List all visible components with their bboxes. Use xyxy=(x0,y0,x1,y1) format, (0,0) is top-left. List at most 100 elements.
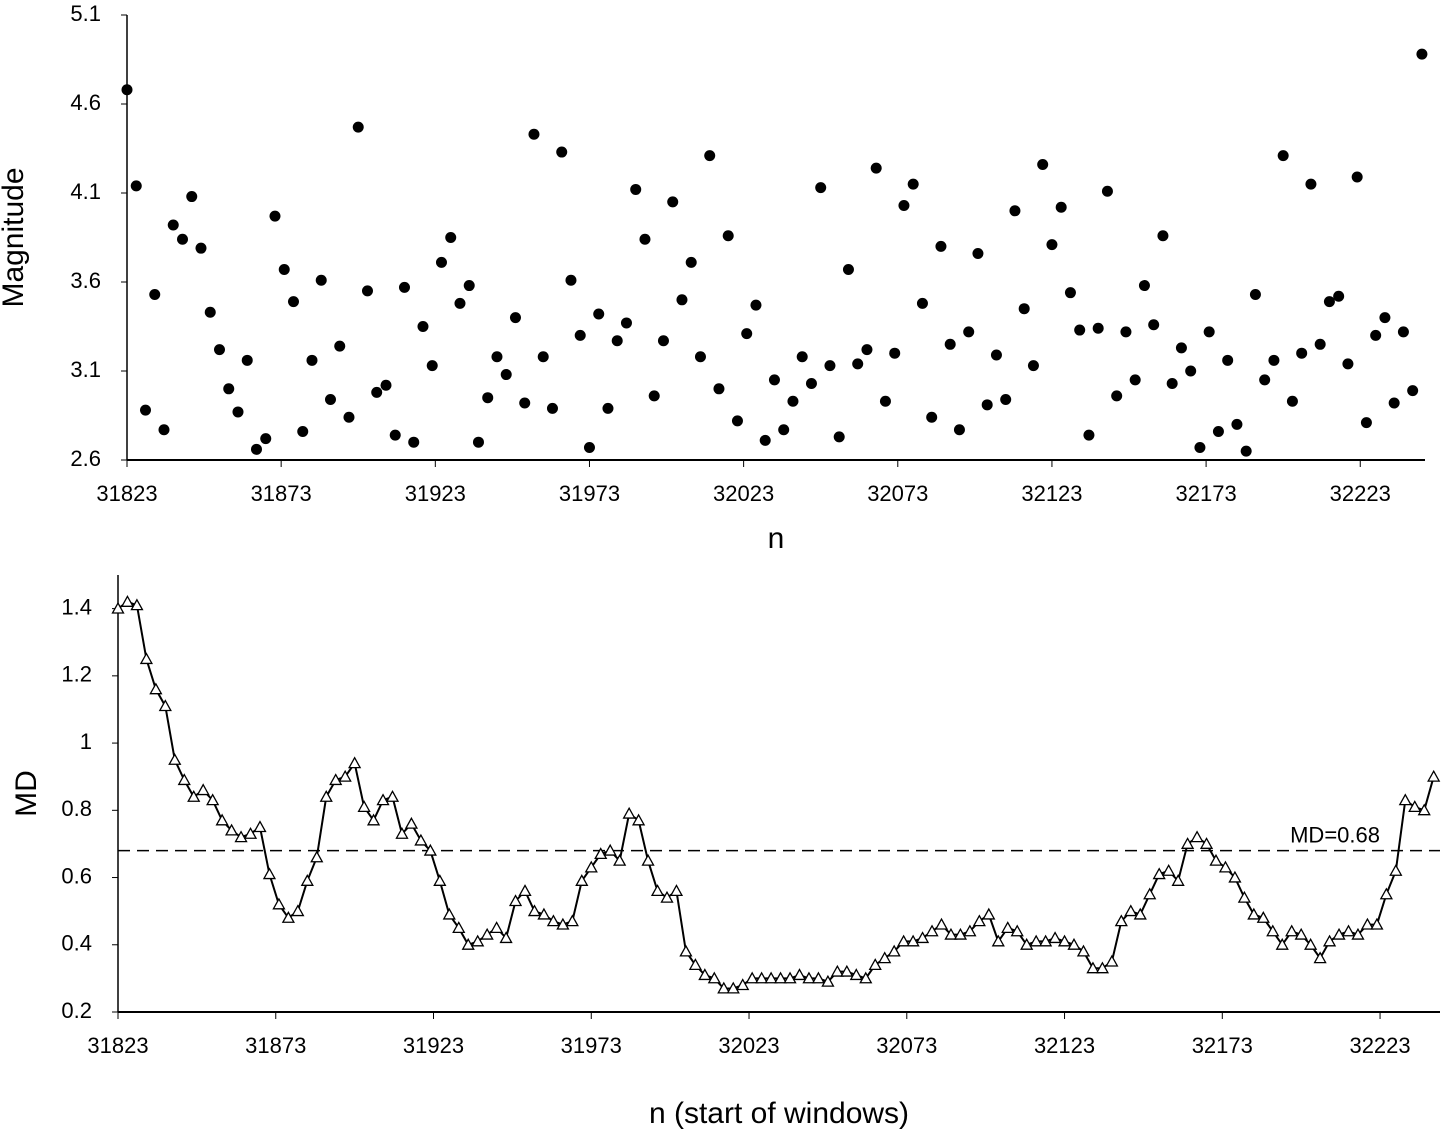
marker xyxy=(1001,921,1015,934)
marker xyxy=(698,968,712,981)
point xyxy=(149,288,161,300)
marker xyxy=(338,769,352,782)
point xyxy=(1397,326,1409,338)
point xyxy=(1111,390,1123,402)
marker xyxy=(1067,937,1081,950)
point xyxy=(583,442,595,454)
marker xyxy=(423,843,437,856)
x-tick-label: 31823 xyxy=(96,481,157,506)
marker xyxy=(272,897,286,910)
marker xyxy=(1133,907,1147,920)
point xyxy=(1055,201,1067,213)
y-axis-title: Magnitude xyxy=(0,167,30,307)
y-tick-label: 5.1 xyxy=(70,1,101,26)
point xyxy=(981,399,993,411)
y-tick-label: 1.4 xyxy=(61,594,92,619)
marker xyxy=(262,867,277,880)
marker xyxy=(442,907,456,920)
marker xyxy=(1171,874,1185,886)
marker xyxy=(357,800,371,812)
point xyxy=(879,395,891,407)
point xyxy=(417,321,429,332)
point xyxy=(1138,280,1150,292)
point xyxy=(1314,338,1326,350)
marker xyxy=(187,790,201,802)
marker xyxy=(480,927,494,940)
point xyxy=(768,374,780,386)
marker xyxy=(1322,934,1337,947)
point xyxy=(1064,287,1076,299)
marker xyxy=(158,699,172,712)
point xyxy=(852,358,864,370)
marker xyxy=(1095,961,1110,974)
marker xyxy=(944,927,958,940)
point xyxy=(1296,347,1308,359)
point xyxy=(648,390,660,402)
marker xyxy=(1218,860,1233,873)
marker xyxy=(471,934,485,947)
x-tick-label: 32173 xyxy=(1176,481,1237,506)
point xyxy=(408,436,420,448)
point xyxy=(528,128,540,140)
point xyxy=(1240,445,1252,457)
marker xyxy=(281,911,295,923)
marker xyxy=(925,924,939,937)
point xyxy=(398,281,410,293)
point xyxy=(1185,365,1197,377)
point xyxy=(1286,395,1298,407)
point xyxy=(1092,322,1104,334)
point xyxy=(898,199,910,211)
marker xyxy=(461,937,475,950)
marker xyxy=(537,907,551,920)
marker xyxy=(1086,961,1100,974)
marker xyxy=(1294,927,1308,940)
marker xyxy=(1304,937,1318,950)
x-tick-label: 32123 xyxy=(1021,481,1082,506)
point xyxy=(1009,205,1021,217)
point xyxy=(657,335,669,347)
point xyxy=(1231,418,1243,430)
marker xyxy=(490,921,504,934)
point xyxy=(990,349,1002,361)
marker xyxy=(1408,800,1422,812)
marker xyxy=(717,981,731,994)
point xyxy=(556,146,568,158)
marker xyxy=(1341,924,1356,937)
marker xyxy=(234,830,248,843)
marker xyxy=(518,884,532,897)
marker xyxy=(764,971,778,984)
x-tick-label: 31923 xyxy=(403,1033,464,1058)
point xyxy=(130,180,142,192)
point xyxy=(741,328,753,340)
x-tick-label: 32023 xyxy=(718,1033,779,1058)
point xyxy=(1268,354,1280,366)
marker xyxy=(1162,863,1176,876)
point xyxy=(1333,290,1345,302)
point xyxy=(574,329,586,341)
point xyxy=(907,178,919,190)
x-tick-label: 32023 xyxy=(713,481,774,506)
line xyxy=(117,600,1435,990)
marker xyxy=(215,813,229,826)
marker xyxy=(1247,907,1261,920)
point xyxy=(796,351,808,363)
marker xyxy=(120,595,135,607)
marker xyxy=(348,756,362,769)
marker xyxy=(1180,837,1195,849)
point xyxy=(1407,385,1419,397)
x-axis-title: n xyxy=(768,522,785,555)
marker xyxy=(584,860,598,873)
marker xyxy=(726,981,740,994)
point xyxy=(1388,397,1400,409)
point xyxy=(1194,442,1206,454)
point xyxy=(352,121,364,133)
y-axis-title: MD xyxy=(10,770,43,817)
marker xyxy=(1076,944,1091,957)
marker xyxy=(1057,934,1072,947)
x-tick-label: 32223 xyxy=(1330,481,1391,506)
y-tick-label: 4.6 xyxy=(70,90,101,115)
marker xyxy=(1124,904,1138,917)
marker xyxy=(1152,867,1166,880)
marker xyxy=(1332,927,1346,940)
